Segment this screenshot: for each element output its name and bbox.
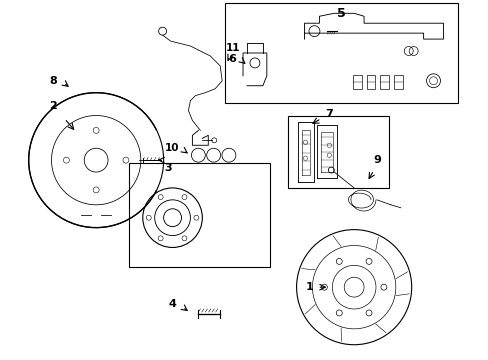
Text: 4: 4	[168, 299, 176, 309]
Bar	[380, 75, 388, 89]
Text: 10: 10	[165, 143, 180, 153]
Bar	[393, 75, 403, 89]
Text: 6: 6	[228, 54, 236, 64]
Text: 2: 2	[49, 100, 57, 111]
Bar	[287, 117, 388, 188]
Text: 7: 7	[325, 108, 332, 118]
Bar	[129, 163, 269, 267]
Text: 9: 9	[372, 155, 380, 165]
Text: 5: 5	[336, 7, 345, 20]
Text: 8: 8	[49, 76, 57, 86]
Text: 11: 11	[225, 43, 240, 53]
Bar	[366, 75, 375, 89]
Text: 1: 1	[305, 282, 313, 292]
Bar	[224, 3, 457, 103]
Text: 3: 3	[164, 163, 172, 173]
Bar	[352, 75, 361, 89]
